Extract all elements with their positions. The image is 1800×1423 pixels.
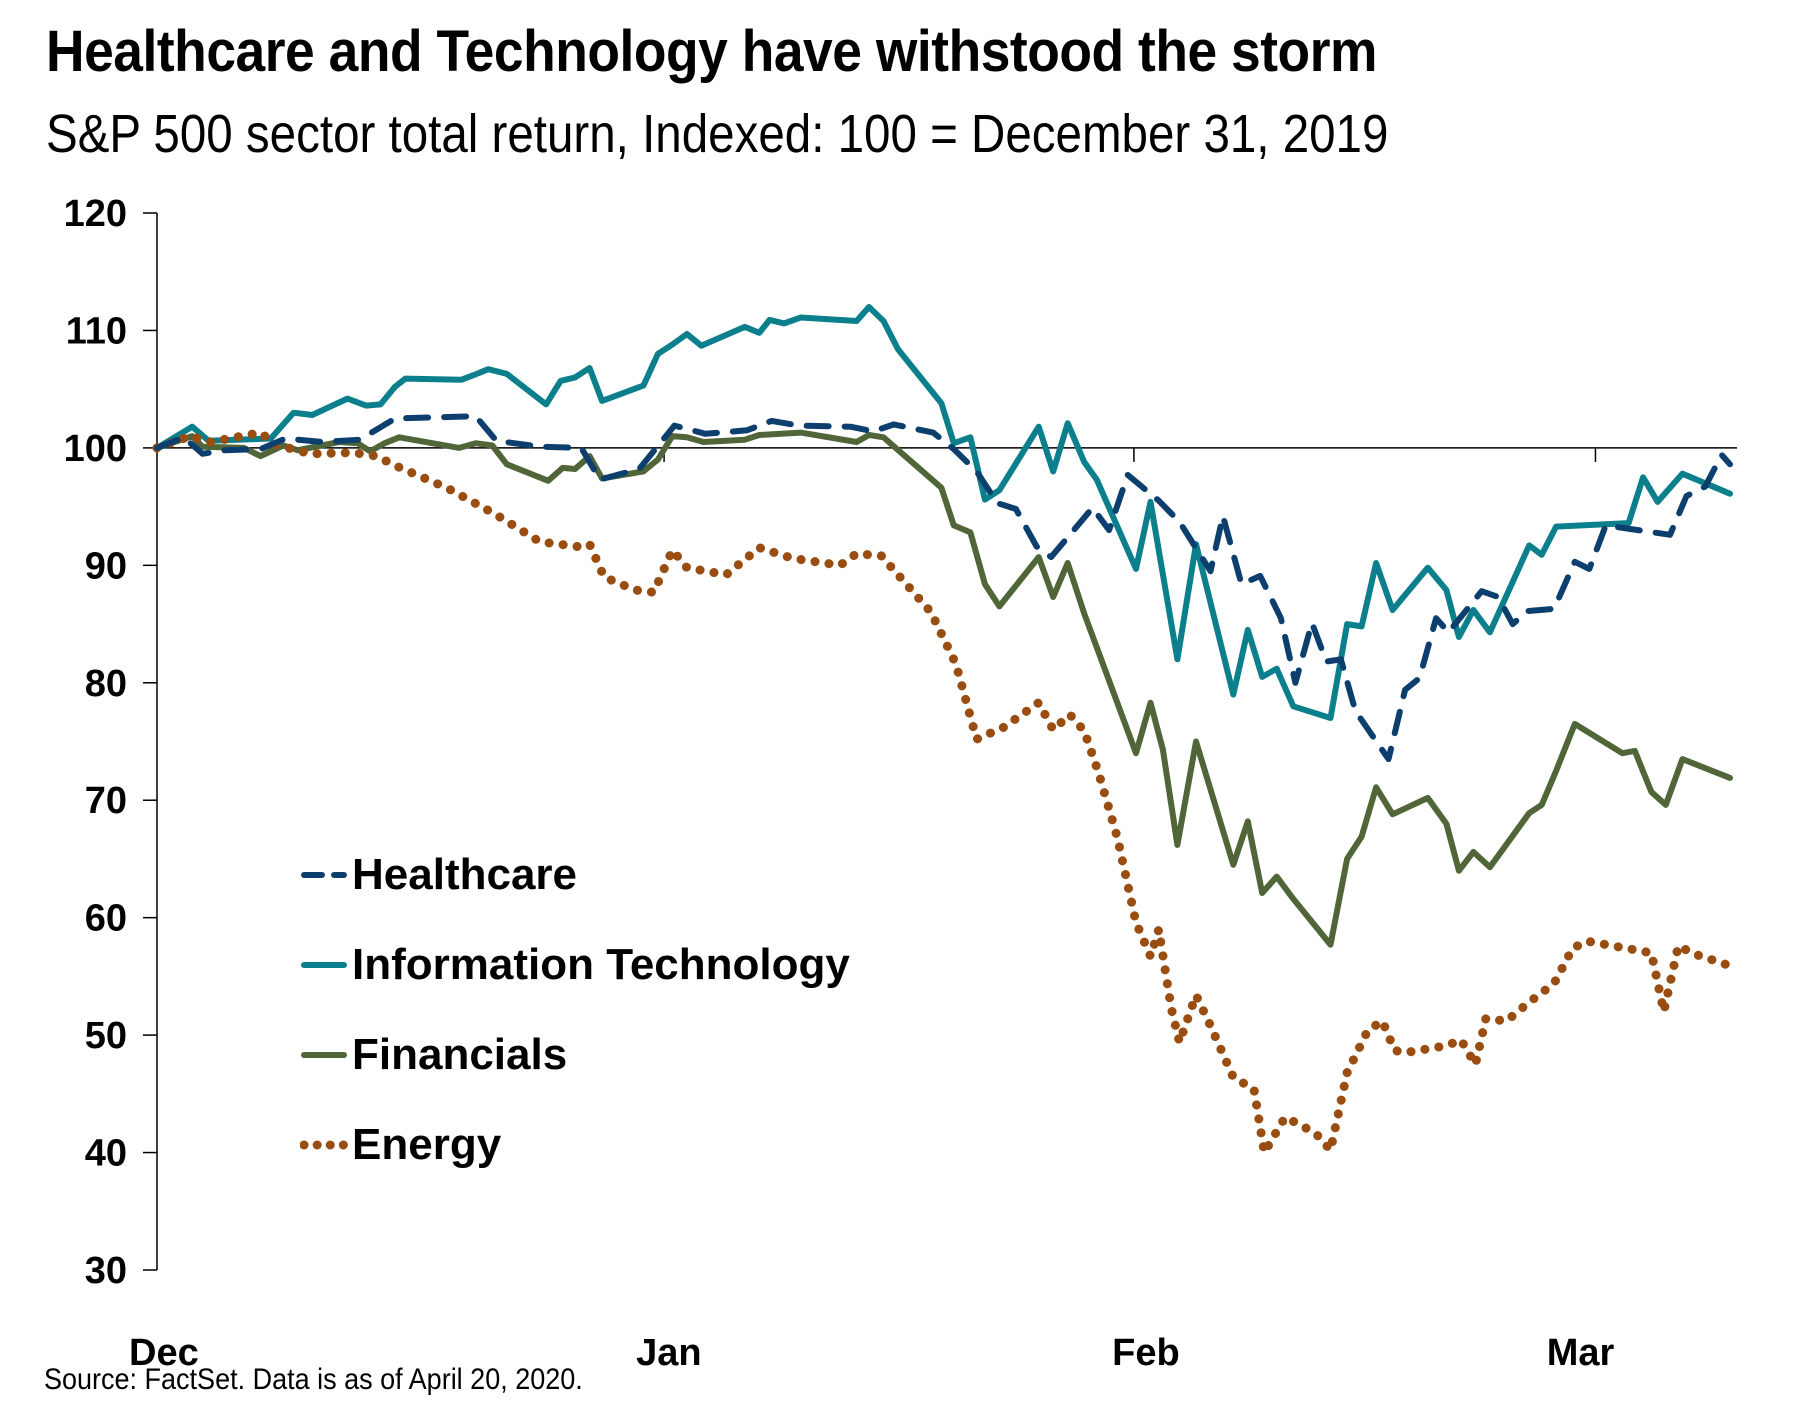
chart-title: Healthcare and Technology have withstood…: [46, 19, 1377, 84]
legend-item: Information Technology: [300, 920, 850, 1010]
legend-label: Financials: [352, 1030, 568, 1079]
legend-swatch-icon: [300, 1140, 348, 1150]
x-month-label: Mar: [1547, 1332, 1615, 1374]
series-line-healthcare: [154, 413, 1733, 763]
chart-subtitle: S&P 500 sector total return, Indexed: 10…: [46, 104, 1389, 164]
y-tick-label: 120: [64, 193, 127, 235]
y-tick-label: 40: [85, 1133, 127, 1175]
y-tick-label: 110: [66, 310, 127, 352]
legend-swatch-icon: [301, 1052, 347, 1058]
legend-item: Healthcare: [300, 830, 850, 920]
legend-item: Financials: [300, 1010, 850, 1100]
legend-swatch-icon: [301, 872, 347, 878]
legend: Healthcare Information Technology Financia…: [300, 830, 850, 1190]
legend-label: Healthcare: [352, 850, 578, 899]
legend-swatch-icon: [301, 962, 347, 968]
y-tick-label: 60: [85, 898, 127, 940]
legend-label: Energy: [352, 1120, 502, 1169]
y-tick-label: 70: [85, 780, 127, 822]
y-tick-label: 50: [85, 1015, 127, 1057]
x-month-label: Feb: [1112, 1332, 1180, 1374]
series-line-energy: [152, 428, 1735, 1158]
source-note: Source: FactSet. Data is as of April 20,…: [44, 1363, 583, 1396]
series-group: [152, 304, 1735, 1158]
y-tick-label: 90: [85, 545, 127, 587]
y-tick-label: 100: [64, 428, 127, 470]
series-line-financials: [154, 429, 1733, 948]
y-tick-label: 80: [85, 663, 127, 705]
y-tick-label: 30: [85, 1250, 127, 1292]
axes: [143, 212, 1737, 1271]
legend-label: Information Technology: [352, 940, 850, 989]
x-month-label: Dec: [129, 1332, 199, 1374]
x-month-label: Jan: [636, 1332, 701, 1374]
tick-labels: 30 40 50 60 70 80 90 100 110 120 Dec Jan Feb Mar: [64, 193, 1615, 1374]
legend-item: Energy: [300, 1100, 850, 1190]
series-line-information-technology: [154, 304, 1733, 721]
